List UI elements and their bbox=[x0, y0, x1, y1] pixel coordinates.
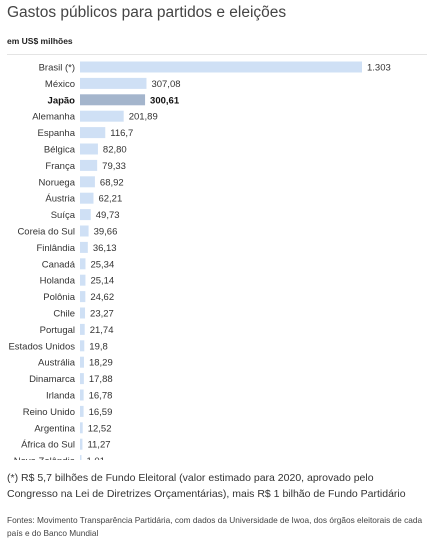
category-label-portugal: Portugal bbox=[40, 325, 75, 336]
bar-japao bbox=[80, 94, 146, 106]
chart-title: Gastos públicos para partidos e eleições bbox=[7, 4, 287, 21]
bar-mexico bbox=[80, 77, 147, 89]
bar-argentina bbox=[80, 422, 83, 434]
value-label-brasil: 1.303 bbox=[367, 63, 391, 74]
category-label-reino-unido: Reino Unido bbox=[23, 407, 75, 418]
header-divider bbox=[7, 54, 427, 55]
value-label-africa-do-sul: 11,27 bbox=[87, 440, 110, 451]
category-label-finlandia: Finlândia bbox=[36, 243, 75, 254]
category-label-belgica: Bélgica bbox=[44, 145, 76, 156]
bar-australia bbox=[80, 356, 84, 368]
bar-chart: Brasil (*) 1.303 México 307,08 Japão 300,61 Al… bbox=[8, 61, 391, 460]
bar-franca bbox=[80, 159, 98, 171]
source-note: Fontes: Movimento Transparência Partidár… bbox=[7, 515, 423, 538]
footnote: (*) R$ 5,7 bilhões de Fundo Eleitoral (v… bbox=[7, 472, 406, 500]
value-label-australia: 18,29 bbox=[89, 358, 113, 369]
bar-estados-unidos bbox=[80, 340, 85, 352]
category-label-suica: Suíça bbox=[51, 210, 76, 221]
category-label-holanda: Holanda bbox=[40, 276, 76, 287]
value-label-coreia-do-sul: 39,66 bbox=[94, 227, 118, 238]
bar-canada bbox=[80, 258, 86, 270]
bar-finlandia bbox=[80, 241, 88, 253]
category-label-noruega: Noruega bbox=[39, 177, 76, 188]
value-label-dinamarca: 17,88 bbox=[89, 374, 113, 385]
category-label-franca: França bbox=[45, 161, 75, 172]
bar-polonia bbox=[80, 291, 86, 303]
value-label-nova-zelandia: 1,01 bbox=[87, 456, 106, 460]
value-label-estados-unidos: 19,8 bbox=[89, 341, 108, 352]
category-label-irlanda: Irlanda bbox=[46, 391, 76, 402]
bar-brasil bbox=[80, 61, 362, 73]
bar-holanda bbox=[80, 274, 86, 286]
bar-austria bbox=[80, 192, 94, 204]
value-label-portugal: 21,74 bbox=[90, 325, 114, 336]
bar-coreia-do-sul bbox=[80, 225, 89, 237]
bar-dinamarca bbox=[80, 373, 84, 385]
unit-label: em US$ milhões bbox=[7, 36, 73, 46]
category-label-alemanha: Alemanha bbox=[32, 112, 75, 123]
value-label-irlanda: 16,78 bbox=[89, 391, 113, 402]
bar-irlanda bbox=[80, 389, 84, 401]
category-label-africa-do-sul: África do Sul bbox=[21, 440, 75, 451]
bar-espanha bbox=[80, 127, 106, 139]
category-label-espanha: Espanha bbox=[37, 128, 75, 139]
bar-chile bbox=[80, 307, 86, 319]
value-label-mexico: 307,08 bbox=[151, 79, 180, 90]
value-label-suica: 49,73 bbox=[96, 210, 120, 221]
bar-belgica bbox=[80, 143, 98, 155]
bar-alemanha bbox=[80, 110, 124, 122]
category-label-dinamarca: Dinamarca bbox=[29, 374, 76, 385]
value-label-finlandia: 36,13 bbox=[93, 243, 117, 254]
value-label-chile: 23,27 bbox=[90, 309, 114, 320]
category-label-chile: Chile bbox=[53, 309, 75, 320]
category-label-estados-unidos: Estados Unidos bbox=[8, 341, 75, 352]
value-label-polonia: 24,62 bbox=[90, 292, 114, 303]
category-label-brasil: Brasil (*) bbox=[39, 63, 75, 74]
bar-nova-zelandia bbox=[80, 455, 82, 460]
bar-reino-unido bbox=[80, 405, 84, 417]
category-label-polonia: Polônia bbox=[43, 292, 75, 303]
category-label-japao: Japão bbox=[48, 95, 76, 106]
value-label-canada: 25,34 bbox=[90, 259, 114, 270]
value-label-reino-unido: 16,59 bbox=[89, 407, 113, 418]
category-label-argentina: Argentina bbox=[34, 423, 75, 434]
value-label-alemanha: 201,89 bbox=[129, 112, 158, 123]
value-label-holanda: 25,14 bbox=[90, 276, 114, 287]
value-label-belgica: 82,80 bbox=[103, 145, 127, 156]
category-label-mexico: México bbox=[45, 79, 75, 90]
category-label-canada: Canadá bbox=[42, 259, 76, 270]
bar-noruega bbox=[80, 176, 95, 188]
bar-suica bbox=[80, 209, 91, 221]
value-label-argentina: 12,52 bbox=[88, 423, 112, 434]
value-label-espanha: 116,7 bbox=[110, 128, 133, 139]
value-label-noruega: 68,92 bbox=[100, 177, 124, 188]
category-label-nova-zelandia: Nova Zelândia bbox=[14, 456, 76, 460]
category-label-australia: Austrália bbox=[38, 358, 76, 369]
value-label-franca: 79,33 bbox=[102, 161, 126, 172]
value-label-japao: 300,61 bbox=[150, 95, 180, 106]
category-label-austria: Áustria bbox=[45, 194, 75, 205]
bar-portugal bbox=[80, 323, 85, 335]
value-label-austria: 62,21 bbox=[98, 194, 122, 205]
bar-africa-do-sul bbox=[80, 438, 83, 450]
category-label-coreia-do-sul: Coreia do Sul bbox=[17, 227, 75, 238]
